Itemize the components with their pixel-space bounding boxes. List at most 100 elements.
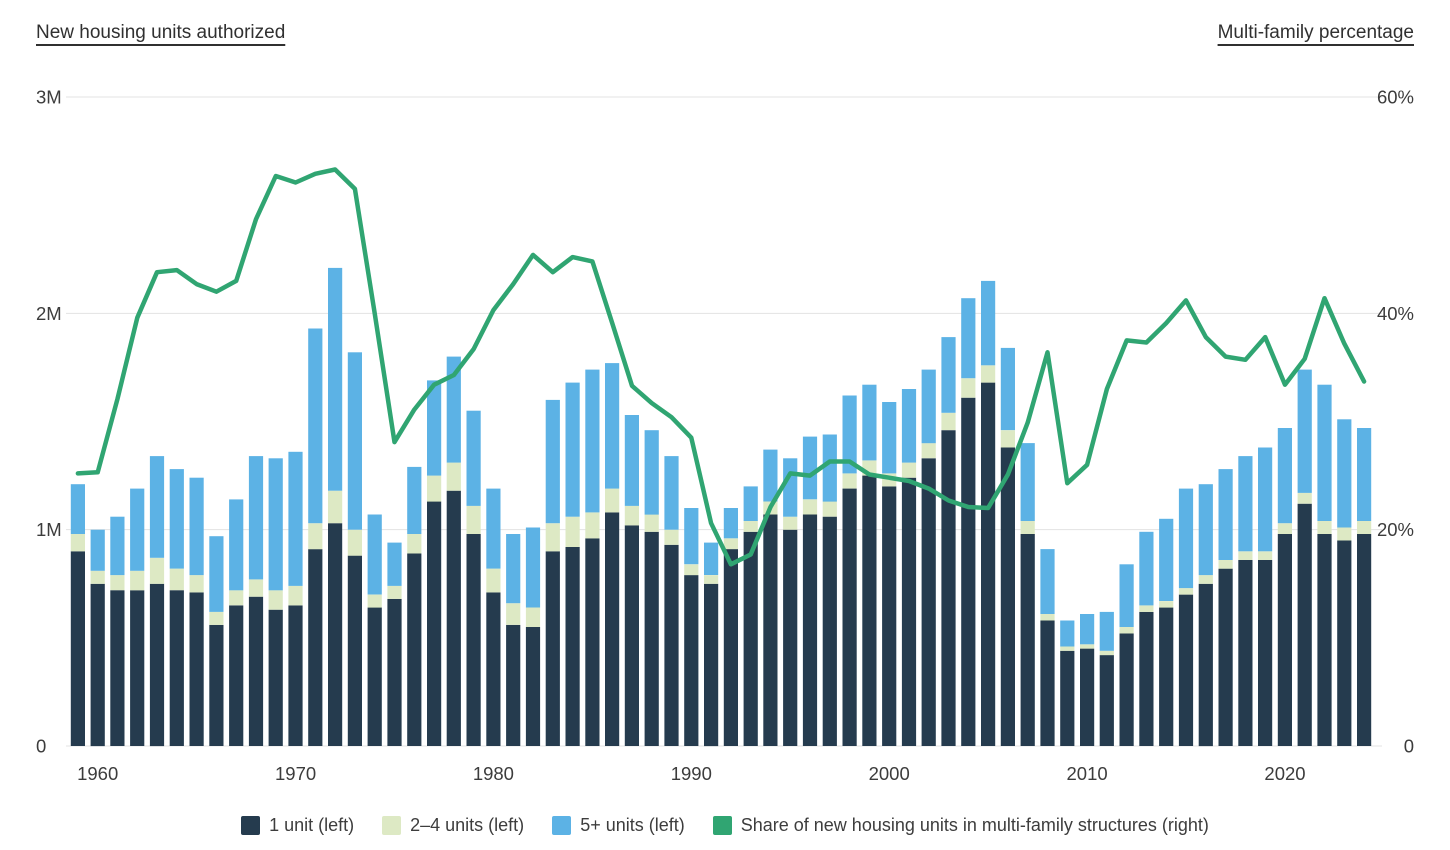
bar-segment[interactable] <box>723 549 738 746</box>
bar-segment[interactable] <box>1080 644 1095 649</box>
bar-segment[interactable] <box>407 466 422 534</box>
bar-segment[interactable] <box>862 384 877 461</box>
bar-segment[interactable] <box>921 443 936 459</box>
bar-segment[interactable] <box>169 568 184 591</box>
bar-segment[interactable] <box>704 575 719 584</box>
bar-segment[interactable] <box>308 328 323 524</box>
bar-segment[interactable] <box>229 590 244 606</box>
bar-segment[interactable] <box>1357 428 1372 521</box>
bar-segment[interactable] <box>585 369 600 513</box>
bar-segment[interactable] <box>624 415 639 506</box>
bar-segment[interactable] <box>1337 419 1352 528</box>
bar-segment[interactable] <box>1000 347 1015 431</box>
bar-segment[interactable] <box>189 575 204 593</box>
bar-segment[interactable] <box>1218 568 1233 746</box>
bar-segment[interactable] <box>387 598 402 746</box>
bar-segment[interactable] <box>822 501 837 517</box>
bar-segment[interactable] <box>684 564 699 576</box>
bar-segment[interactable] <box>1198 583 1213 747</box>
bar-segment[interactable] <box>248 579 264 597</box>
bar-segment[interactable] <box>624 505 639 526</box>
bar-segment[interactable] <box>1020 521 1035 534</box>
bar-segment[interactable] <box>1060 650 1075 746</box>
bar-segment[interactable] <box>545 551 560 746</box>
bar-segment[interactable] <box>367 514 382 595</box>
bar-segment[interactable] <box>842 473 857 489</box>
bar-segment[interactable] <box>486 592 501 746</box>
bar-segment[interactable] <box>1139 605 1154 612</box>
bar-segment[interactable] <box>506 603 521 625</box>
bar-segment[interactable] <box>941 412 956 431</box>
bar-segment[interactable] <box>1198 575 1213 584</box>
bar-segment[interactable] <box>684 508 699 565</box>
bar-segment[interactable] <box>1277 428 1292 524</box>
bar-segment[interactable] <box>328 490 343 524</box>
bar-segment[interactable] <box>545 399 560 524</box>
bar-segment[interactable] <box>1040 549 1055 614</box>
bar-segment[interactable] <box>644 514 659 532</box>
bar-segment[interactable] <box>882 402 897 474</box>
bar-segment[interactable] <box>624 525 639 746</box>
bar-segment[interactable] <box>981 365 996 383</box>
bar-segment[interactable] <box>525 527 541 608</box>
bar-segment[interactable] <box>1337 527 1352 541</box>
bar-segment[interactable] <box>70 551 85 746</box>
bar-segment[interactable] <box>704 583 719 747</box>
bar-segment[interactable] <box>308 523 323 550</box>
bar-segment[interactable] <box>1357 521 1372 534</box>
bar-segment[interactable] <box>981 280 996 366</box>
bar-segment[interactable] <box>842 395 857 474</box>
bar-segment[interactable] <box>1119 633 1134 747</box>
bar-segment[interactable] <box>288 451 303 586</box>
bar-segment[interactable] <box>189 592 204 746</box>
bar-segment[interactable] <box>664 456 679 530</box>
bar-segment[interactable] <box>130 590 145 746</box>
bar-segment[interactable] <box>130 488 145 571</box>
bar-segment[interactable] <box>70 534 85 552</box>
bar-segment[interactable] <box>506 624 521 746</box>
bar-segment[interactable] <box>802 499 818 515</box>
bar-segment[interactable] <box>466 534 481 746</box>
bar-segment[interactable] <box>743 521 758 532</box>
bar-segment[interactable] <box>783 529 798 746</box>
bar-segment[interactable] <box>1277 523 1292 534</box>
bar-segment[interactable] <box>209 536 224 612</box>
bar-segment[interactable] <box>961 298 976 379</box>
bar-segment[interactable] <box>506 534 521 604</box>
bar-segment[interactable] <box>288 585 303 606</box>
bar-segment[interactable] <box>387 542 402 586</box>
bar-segment[interactable] <box>248 456 264 580</box>
bar-segment[interactable] <box>921 458 936 746</box>
bar-segment[interactable] <box>921 369 936 444</box>
bar-segment[interactable] <box>189 477 204 576</box>
bar-segment[interactable] <box>90 583 105 747</box>
bar-segment[interactable] <box>1297 492 1312 504</box>
bar-segment[interactable] <box>169 590 184 746</box>
bar-segment[interactable] <box>545 523 560 552</box>
bar-segment[interactable] <box>1139 531 1154 606</box>
bar-segment[interactable] <box>1119 564 1134 627</box>
bar-segment[interactable] <box>585 538 600 746</box>
bar-segment[interactable] <box>427 380 442 476</box>
bar-segment[interactable] <box>407 534 422 554</box>
bar-segment[interactable] <box>1159 601 1174 608</box>
bar-segment[interactable] <box>110 575 125 591</box>
bar-segment[interactable] <box>1060 646 1075 651</box>
bar-segment[interactable] <box>565 382 580 517</box>
bar-segment[interactable] <box>743 531 758 746</box>
bar-segment[interactable] <box>1040 620 1055 747</box>
bar-segment[interactable] <box>941 430 956 746</box>
bar-segment[interactable] <box>1000 447 1015 747</box>
bar-segment[interactable] <box>802 514 818 747</box>
bar-segment[interactable] <box>901 462 917 478</box>
bar-segment[interactable] <box>1000 430 1015 448</box>
bar-segment[interactable] <box>229 605 244 746</box>
bar-segment[interactable] <box>605 363 620 489</box>
bar-segment[interactable] <box>822 434 837 502</box>
bar-segment[interactable] <box>110 516 125 576</box>
bar-segment[interactable] <box>427 501 442 747</box>
bar-segment[interactable] <box>446 356 461 463</box>
bar-segment[interactable] <box>862 475 877 746</box>
bar-segment[interactable] <box>961 378 976 398</box>
